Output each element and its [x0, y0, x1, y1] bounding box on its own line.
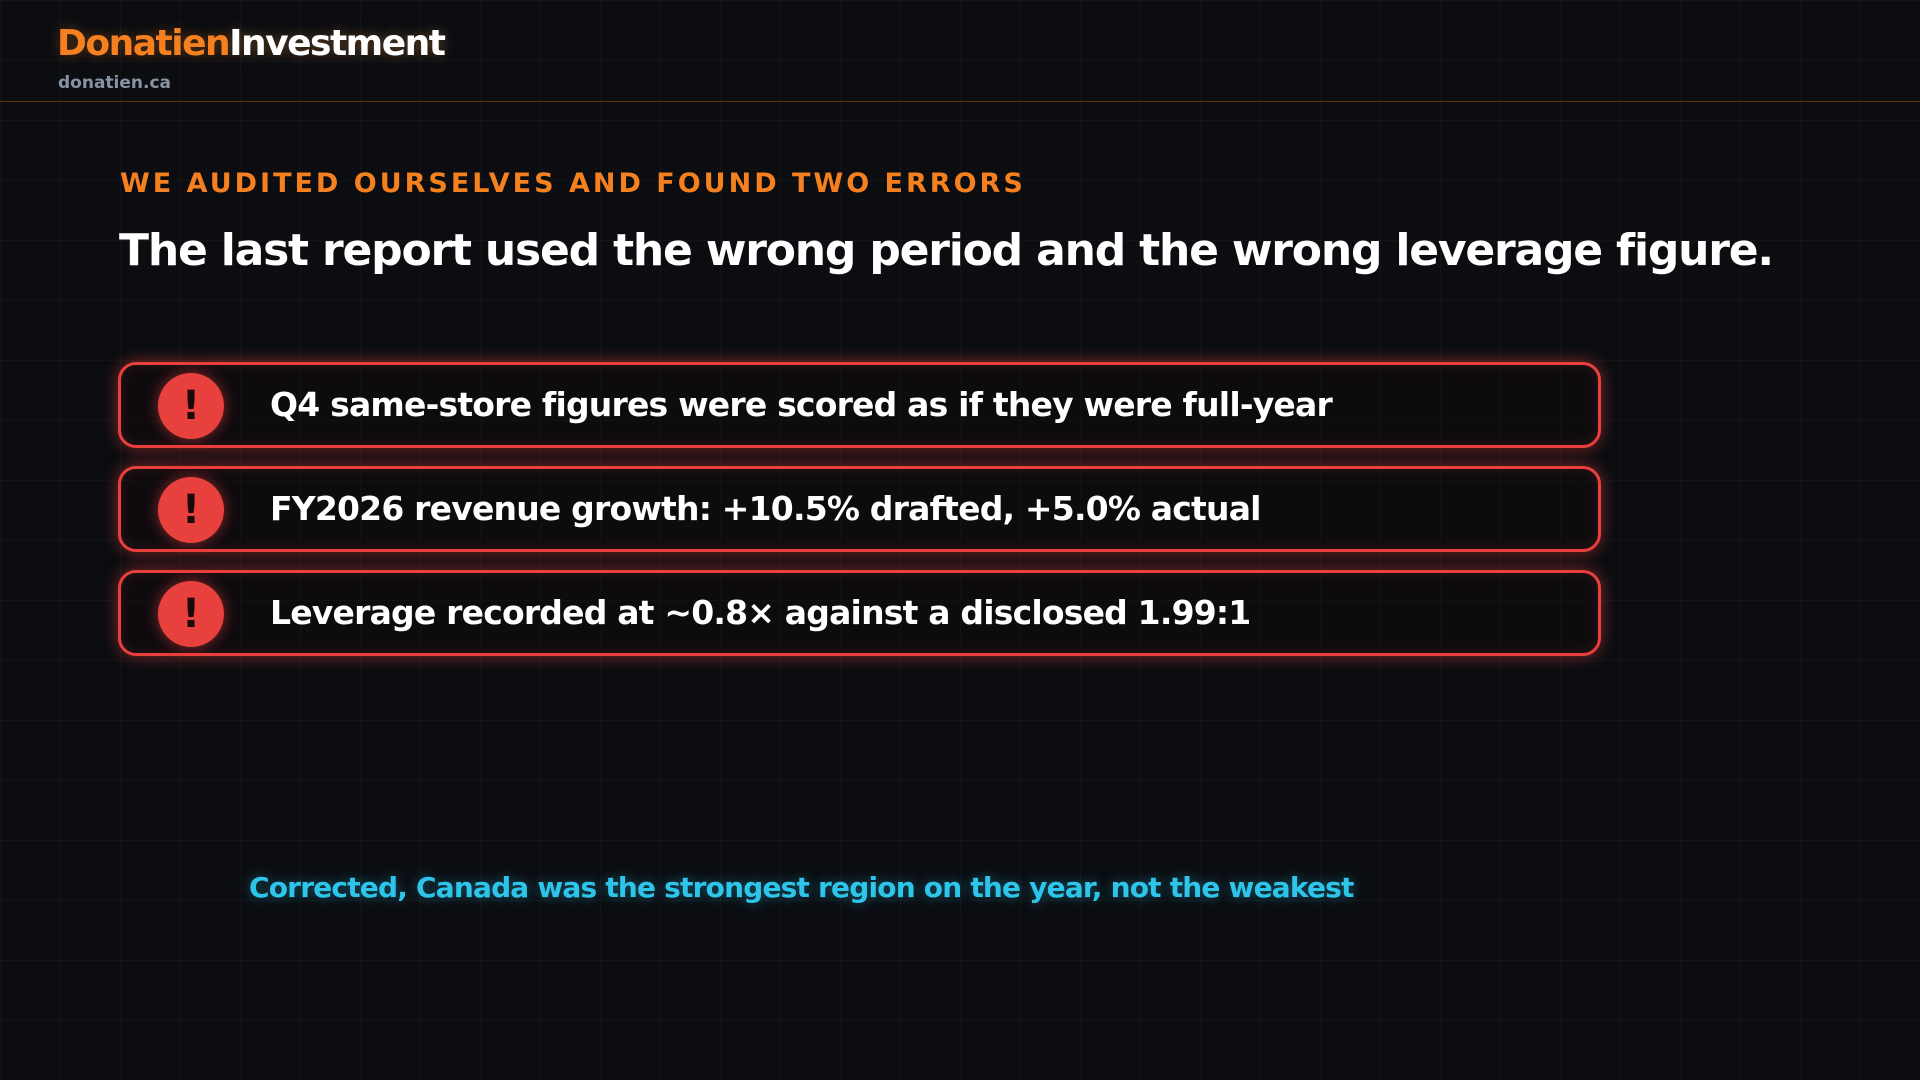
brand-logo: DonatienInvestment — [57, 22, 446, 65]
domain-label: donatien.ca — [58, 73, 172, 93]
conclusion-note: Corrected, Canada was the strongest regi… — [249, 871, 1354, 904]
error-text: Q4 same-store figures were scored as if … — [270, 385, 1333, 424]
error-item: ! FY2026 revenue growth: +10.5% drafted,… — [118, 466, 1601, 552]
header: DonatienInvestment donatien.ca — [0, 0, 1920, 102]
error-item: ! Leverage recorded at ~0.8× against a d… — [118, 570, 1601, 656]
error-item: ! Q4 same-store figures were scored as i… — [118, 362, 1601, 448]
exclamation-icon: ! — [158, 373, 224, 439]
exclamation-icon: ! — [158, 581, 224, 647]
page-title: The last report used the wrong period an… — [119, 225, 1774, 276]
error-text: Leverage recorded at ~0.8× against a dis… — [270, 593, 1251, 632]
error-list: ! Q4 same-store figures were scored as i… — [118, 362, 1601, 674]
error-text: FY2026 revenue growth: +10.5% drafted, +… — [270, 489, 1261, 528]
exclamation-icon: ! — [158, 477, 224, 543]
brand-name-secondary: Investment — [229, 23, 446, 64]
brand-name-primary: Donatien — [57, 23, 231, 64]
section-kicker: WE AUDITED OURSELVES AND FOUND TWO ERROR… — [120, 168, 1026, 199]
